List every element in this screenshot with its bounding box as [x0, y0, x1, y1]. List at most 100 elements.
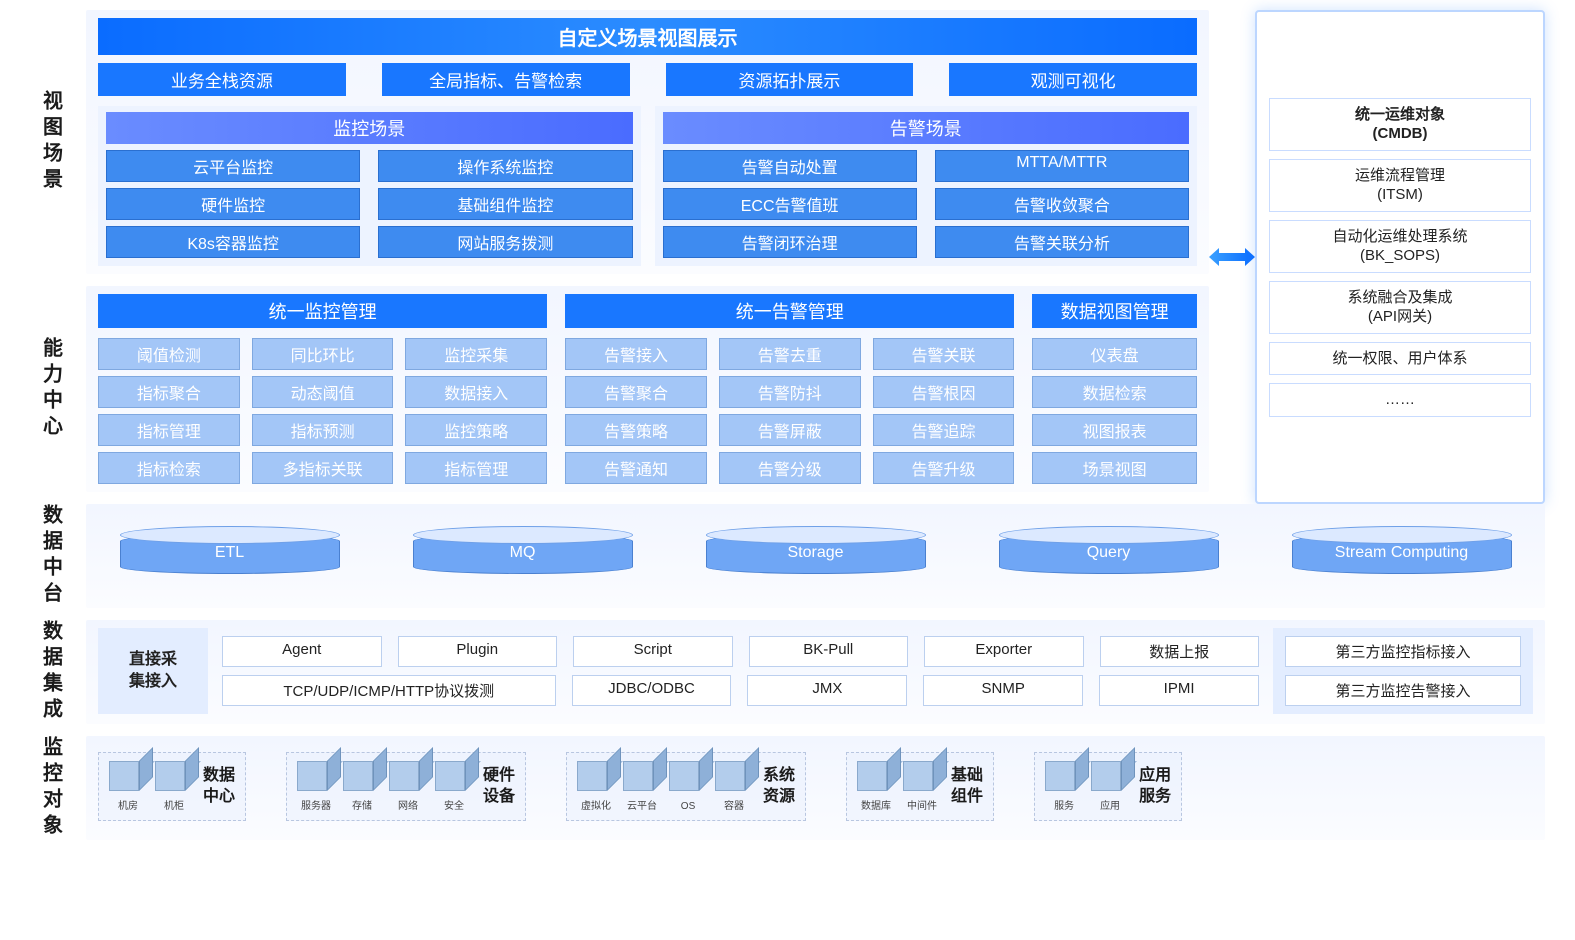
cube: 机柜 — [155, 761, 193, 812]
capability-cell: 数据检索 — [1032, 376, 1197, 408]
scene-cell: K8s容器监控 — [106, 226, 360, 258]
capability-cell: 告警根因 — [873, 376, 1015, 408]
section-capability: 能力中心 统一监控管理阈值检测同比环比监控采集指标聚合动态阈值数据接入指标管理指… — [30, 286, 1209, 492]
scene-cell: 告警自动处置 — [663, 150, 917, 182]
integration-cell: TCP/UDP/ICMP/HTTP协议拨测 — [222, 675, 556, 706]
scene-cell: ECC告警值班 — [663, 188, 917, 220]
integration-left-label: 直接采 集接入 — [98, 628, 208, 714]
capability-cell: 告警去重 — [719, 338, 861, 370]
integration-right-panel: 第三方监控指标接入第三方监控告警接入 — [1273, 628, 1533, 714]
capability-cell: 场景视图 — [1032, 452, 1197, 484]
cube: 服务器 — [297, 761, 335, 812]
object-group-2: 虚拟化云平台OS容器系统 资源 — [566, 752, 806, 821]
object-group-title: 数据 中心 — [203, 766, 235, 808]
section-data-platform: 数据中台 ETLMQStorageQueryStream Computing — [30, 504, 1545, 608]
cube: 网络 — [389, 761, 427, 812]
side-panel: 统一运维对象 (CMDB) 运维流程管理 (ITSM) 自动化运维处理系统 (BK_… — [1255, 10, 1545, 504]
section-label-data-integration: 数据集成 — [30, 620, 72, 724]
object-group-3: 数据库中间件基础 组件 — [846, 752, 994, 821]
cube: 云平台 — [623, 761, 661, 812]
cube: 数据库 — [857, 761, 895, 812]
scene-cell: 硬件监控 — [106, 188, 360, 220]
capability-header: 统一监控管理 — [98, 294, 547, 328]
capability-header: 数据视图管理 — [1032, 294, 1197, 328]
section-label-monitor-objects: 监控对象 — [30, 736, 72, 840]
capability-cell: 阈值检测 — [98, 338, 240, 370]
cube: 服务 — [1045, 761, 1083, 812]
capability-header: 统一告警管理 — [565, 294, 1014, 328]
capability-cell: 监控采集 — [405, 338, 547, 370]
side-item-4: 统一权限、用户体系 — [1269, 342, 1531, 376]
integration-cell: Script — [573, 636, 733, 667]
capability-cell: 告警屏蔽 — [719, 414, 861, 446]
capability-cell: 告警策略 — [565, 414, 707, 446]
section-data-integration: 数据集成 直接采 集接入 Agent Plugin Script BK-Pull Exp… — [30, 620, 1545, 724]
cube: 容器 — [715, 761, 753, 812]
section-label-capability: 能力中心 — [30, 286, 72, 492]
scene-cell: MTTA/MTTR — [935, 150, 1189, 182]
side-item-3: 系统融合及集成 (API网关) — [1269, 281, 1531, 334]
side-item-5: …… — [1269, 383, 1531, 417]
scene-cell: 操作系统监控 — [378, 150, 632, 182]
cube: 应用 — [1091, 761, 1129, 812]
capability-cell: 多指标关联 — [252, 452, 394, 484]
section-label-view-scene: 视图场景 — [30, 10, 72, 274]
capability-cell: 告警分级 — [719, 452, 861, 484]
cylinder-3: Query — [999, 526, 1219, 574]
capability-cell: 告警接入 — [565, 338, 707, 370]
cube: 机房 — [109, 761, 147, 812]
scene-cell: 云平台监控 — [106, 150, 360, 182]
object-group-0: 机房机柜数据 中心 — [98, 752, 246, 821]
cube: OS — [669, 761, 707, 812]
scene-cell: 基础组件监控 — [378, 188, 632, 220]
object-group-title: 应用 服务 — [1139, 766, 1171, 808]
integration-right-cell: 第三方监控指标接入 — [1285, 636, 1521, 667]
integration-cell: BK-Pull — [749, 636, 909, 667]
scene-header-1: 告警场景 — [663, 112, 1190, 144]
capability-block-0: 统一监控管理阈值检测同比环比监控采集指标聚合动态阈值数据接入指标管理指标预测监控… — [98, 294, 547, 484]
capability-cell: 同比环比 — [252, 338, 394, 370]
object-group-title: 基础 组件 — [951, 766, 983, 808]
object-group-title: 硬件 设备 — [483, 766, 515, 808]
capability-cell: 指标预测 — [252, 414, 394, 446]
main-title: 自定义场景视图展示 — [98, 18, 1197, 55]
integration-cell: Plugin — [398, 636, 558, 667]
capability-cell: 告警防抖 — [719, 376, 861, 408]
capability-cell: 仪表盘 — [1032, 338, 1197, 370]
cube: 中间件 — [903, 761, 941, 812]
scene-header-0: 监控场景 — [106, 112, 633, 144]
cube: 安全 — [435, 761, 473, 812]
section-view-scene: 视图场景 自定义场景视图展示 业务全栈资源全局指标、告警检索资源拓扑展示观测可视… — [30, 10, 1209, 274]
capability-block-1: 统一告警管理告警接入告警去重告警关联告警聚合告警防抖告警根因告警策略告警屏蔽告警… — [565, 294, 1014, 484]
side-item-0: 统一运维对象 (CMDB) — [1269, 98, 1531, 151]
cylinder-1: MQ — [413, 526, 633, 574]
capability-cell: 告警关联 — [873, 338, 1015, 370]
side-item-2: 自动化运维处理系统 (BK_SOPS) — [1269, 220, 1531, 273]
section-monitor-objects: 监控对象 机房机柜数据 中心服务器存储网络安全硬件 设备虚拟化云平台OS容器系统… — [30, 736, 1545, 840]
cube: 虚拟化 — [577, 761, 615, 812]
cylinder-4: Stream Computing — [1292, 526, 1512, 574]
capability-cell: 数据接入 — [405, 376, 547, 408]
integration-cell: JMX — [747, 675, 907, 706]
object-group-1: 服务器存储网络安全硬件 设备 — [286, 752, 526, 821]
capability-cell: 指标检索 — [98, 452, 240, 484]
scene-cell: 网站服务拨测 — [378, 226, 632, 258]
scene-cell: 告警闭环治理 — [663, 226, 917, 258]
capability-cell: 视图报表 — [1032, 414, 1197, 446]
integration-cell: IPMI — [1099, 675, 1259, 706]
side-item-1: 运维流程管理 (ITSM) — [1269, 159, 1531, 212]
capability-cell: 指标管理 — [405, 452, 547, 484]
scene-cell: 告警收敛聚合 — [935, 188, 1189, 220]
tab-1: 全局指标、告警检索 — [382, 63, 630, 96]
capability-cell: 指标聚合 — [98, 376, 240, 408]
integration-cell: 数据上报 — [1100, 636, 1260, 667]
section-label-data-platform: 数据中台 — [30, 504, 72, 608]
scene-cell: 告警关联分析 — [935, 226, 1189, 258]
integration-cell: Exporter — [924, 636, 1084, 667]
capability-cell: 告警通知 — [565, 452, 707, 484]
integration-right-cell: 第三方监控告警接入 — [1285, 675, 1521, 706]
object-group-4: 服务应用应用 服务 — [1034, 752, 1182, 821]
tab-3: 观测可视化 — [949, 63, 1197, 96]
tab-0: 业务全栈资源 — [98, 63, 346, 96]
integration-cell: Agent — [222, 636, 382, 667]
